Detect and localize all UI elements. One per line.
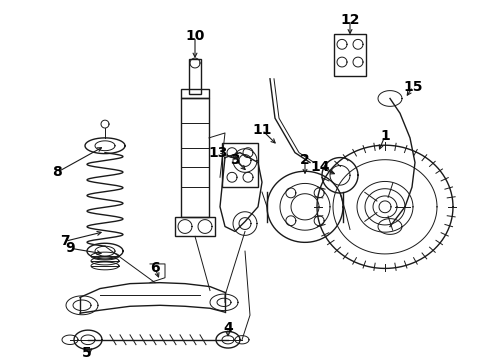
Text: 15: 15 (403, 80, 423, 94)
Text: 2: 2 (300, 153, 310, 167)
Text: 9: 9 (65, 241, 75, 255)
Bar (181, 89, 209, 99)
Text: 13: 13 (208, 146, 228, 159)
Bar (189, 59, 201, 94)
Bar (181, 99, 209, 217)
Text: 12: 12 (340, 13, 360, 27)
Bar (334, 35, 366, 76)
Text: 6: 6 (150, 261, 160, 275)
Text: 8: 8 (52, 165, 62, 179)
Text: 4: 4 (223, 321, 233, 335)
Bar (175, 217, 215, 237)
Text: 1: 1 (380, 129, 390, 143)
Text: 7: 7 (60, 234, 70, 248)
Text: 14: 14 (310, 161, 330, 175)
Text: 11: 11 (252, 123, 272, 137)
Bar (222, 143, 258, 187)
Text: 10: 10 (185, 30, 205, 44)
Text: 5: 5 (82, 346, 92, 360)
Text: 3: 3 (230, 153, 240, 167)
